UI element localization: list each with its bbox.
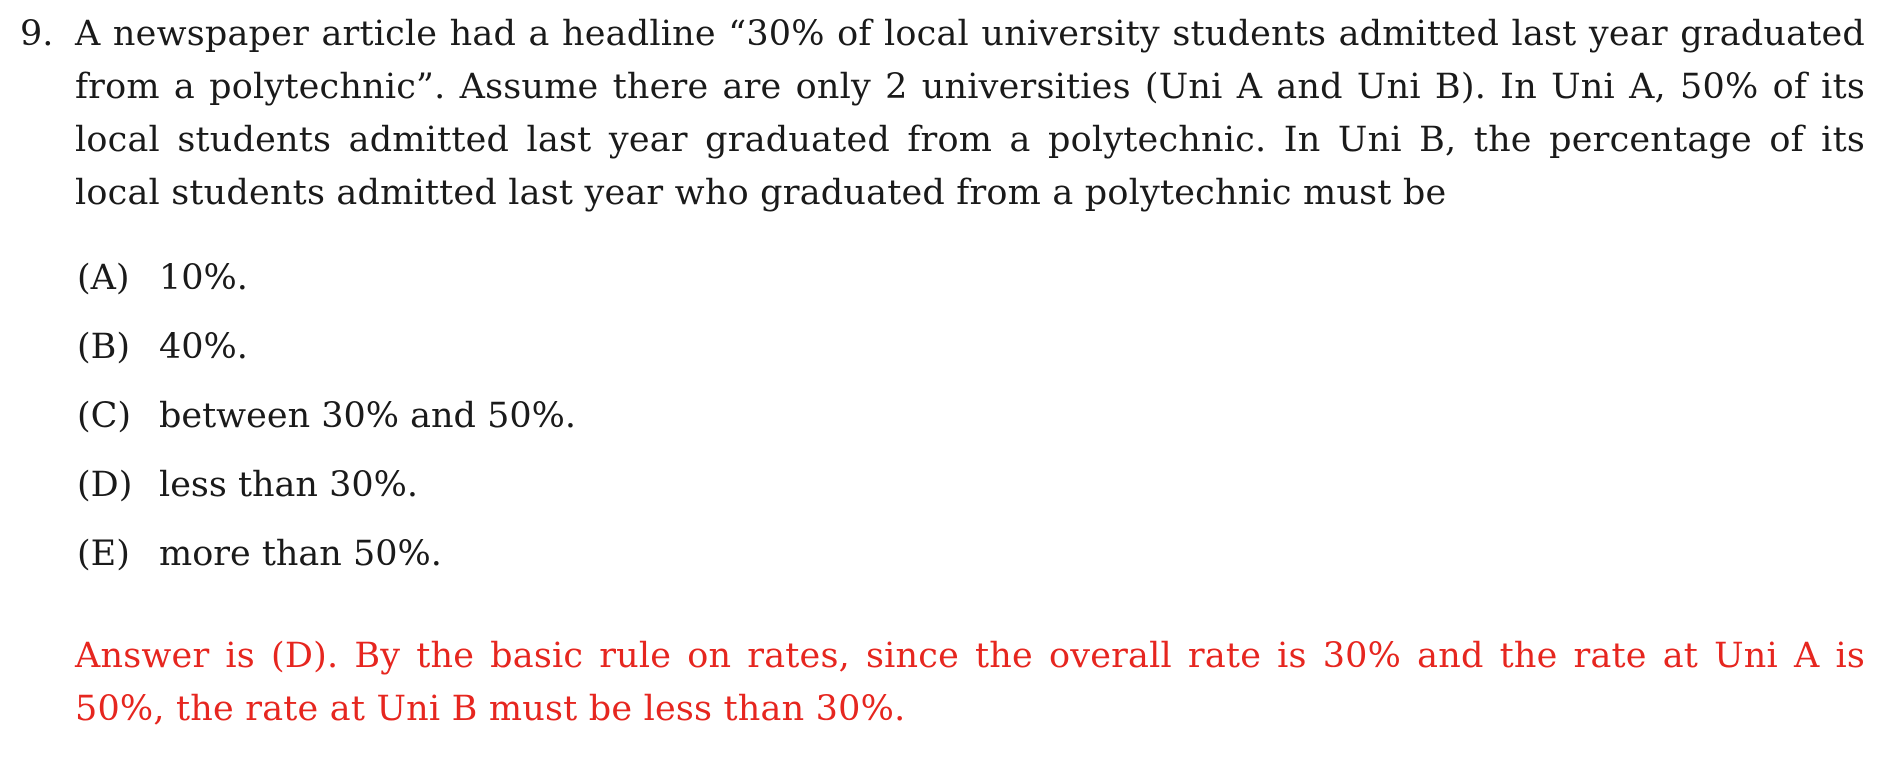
option-a: (A) 10%. <box>77 258 576 327</box>
option-label: (E) <box>77 534 130 574</box>
option-text: between 30% and 50%. <box>159 396 577 436</box>
option-label: (B) <box>77 327 131 367</box>
option-text: 10%. <box>159 258 248 298</box>
option-b: (B) 40%. <box>77 327 576 396</box>
option-label: (A) <box>77 258 130 298</box>
question-number: 9. <box>20 14 54 54</box>
options-list: (A) 10%. (B) 40%. (C) between 30% and 50… <box>77 258 576 603</box>
option-e: (E) more than 50%. <box>77 534 576 603</box>
option-label: (D) <box>77 465 133 505</box>
option-d: (D) less than 30%. <box>77 465 576 534</box>
option-text: less than 30%. <box>159 465 419 505</box>
option-label: (C) <box>77 396 132 436</box>
question-text: A newspaper article had a headline “30% … <box>75 14 1865 213</box>
option-c: (C) between 30% and 50%. <box>77 396 576 465</box>
answer-explanation: Answer is (D). By the basic rule on rate… <box>75 636 1865 729</box>
question-block: 9. A newspaper article had a headline “3… <box>20 8 1865 220</box>
option-text: 40%. <box>159 327 248 367</box>
option-text: more than 50%. <box>159 534 442 574</box>
